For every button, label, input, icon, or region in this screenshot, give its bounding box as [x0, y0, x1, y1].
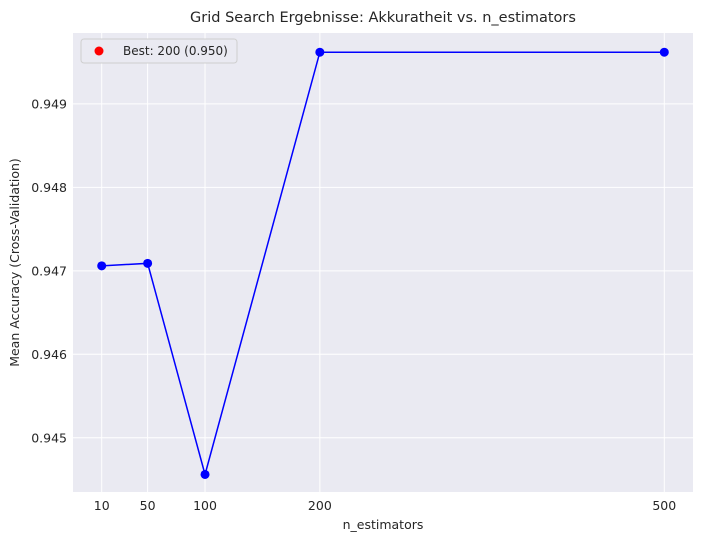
y-tick-label: 0.946: [31, 347, 67, 362]
x-tick-label: 100: [193, 498, 217, 513]
y-tick-label: 0.947: [31, 263, 67, 278]
data-point: [200, 469, 210, 479]
y-tick-label: 0.949: [31, 96, 67, 111]
x-tick-label: 500: [652, 498, 676, 513]
data-point: [143, 258, 153, 268]
x-tick-label: 10: [94, 498, 110, 513]
legend: Best: 200 (0.950): [80, 38, 238, 64]
y-tick-label: 0.948: [31, 180, 67, 195]
legend-label-best: Best: 200 (0.950): [123, 44, 228, 58]
y-axis-label: Mean Accuracy (Cross-Validation): [7, 158, 22, 367]
x-tick-label: 50: [140, 498, 156, 513]
data-point: [97, 261, 107, 271]
grid-lines: [73, 33, 693, 492]
x-axis-ticks: 10 50 100 200 500: [94, 498, 677, 513]
data-point: [315, 47, 325, 57]
series-layer: [97, 47, 669, 479]
data-point: [659, 47, 669, 57]
x-tick-label: 200: [308, 498, 332, 513]
chart-title: Grid Search Ergebnisse: Akkuratheit vs. …: [190, 10, 576, 26]
legend-box: [80, 38, 238, 64]
x-axis-label: n_estimators: [343, 517, 424, 532]
y-tick-label: 0.945: [31, 430, 67, 445]
y-axis-ticks: 0.945 0.946 0.947 0.948 0.949: [31, 96, 67, 445]
plot-background: [73, 33, 693, 492]
legend-marker-best: [94, 46, 104, 56]
